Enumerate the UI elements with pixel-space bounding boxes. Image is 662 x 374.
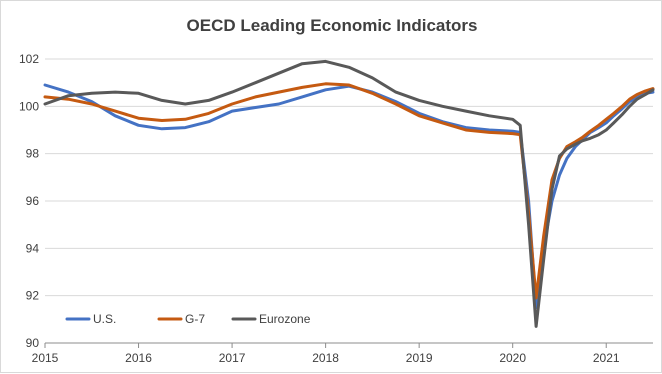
legend-item-eurozone: Eurozone: [233, 312, 311, 326]
x-tick-label-2020: 2020: [499, 351, 526, 365]
legend-label-eurozone: Eurozone: [259, 312, 311, 326]
legend-item-g-7: G-7: [159, 312, 205, 326]
legend-item-u-s: U.S.: [67, 312, 116, 326]
series-layer: [45, 61, 653, 326]
y-tick-label-98: 98: [26, 147, 40, 161]
chart-title: OECD Leading Economic Indicators: [187, 16, 478, 35]
x-tick-label-2019: 2019: [406, 351, 433, 365]
series-line-eurozone: [45, 61, 653, 326]
y-tick-label-102: 102: [19, 52, 39, 66]
legend-label-u-s: U.S.: [93, 312, 116, 326]
series-line-g-7: [45, 84, 653, 298]
y-tick-label-90: 90: [26, 336, 40, 350]
x-tick-label-2021: 2021: [593, 351, 620, 365]
x-tick-label-2018: 2018: [312, 351, 339, 365]
y-tick-label-94: 94: [26, 241, 40, 255]
y-tick-label-100: 100: [19, 99, 39, 113]
x-tick-label-2015: 2015: [32, 351, 59, 365]
x-tick-label-2016: 2016: [125, 351, 152, 365]
y-tick-label-92: 92: [26, 289, 40, 303]
legend-label-g-7: G-7: [185, 312, 205, 326]
legend: U.S. G-7 Eurozone: [67, 312, 311, 326]
x-tick-label-2017: 2017: [219, 351, 246, 365]
y-tick-label-96: 96: [26, 194, 40, 208]
